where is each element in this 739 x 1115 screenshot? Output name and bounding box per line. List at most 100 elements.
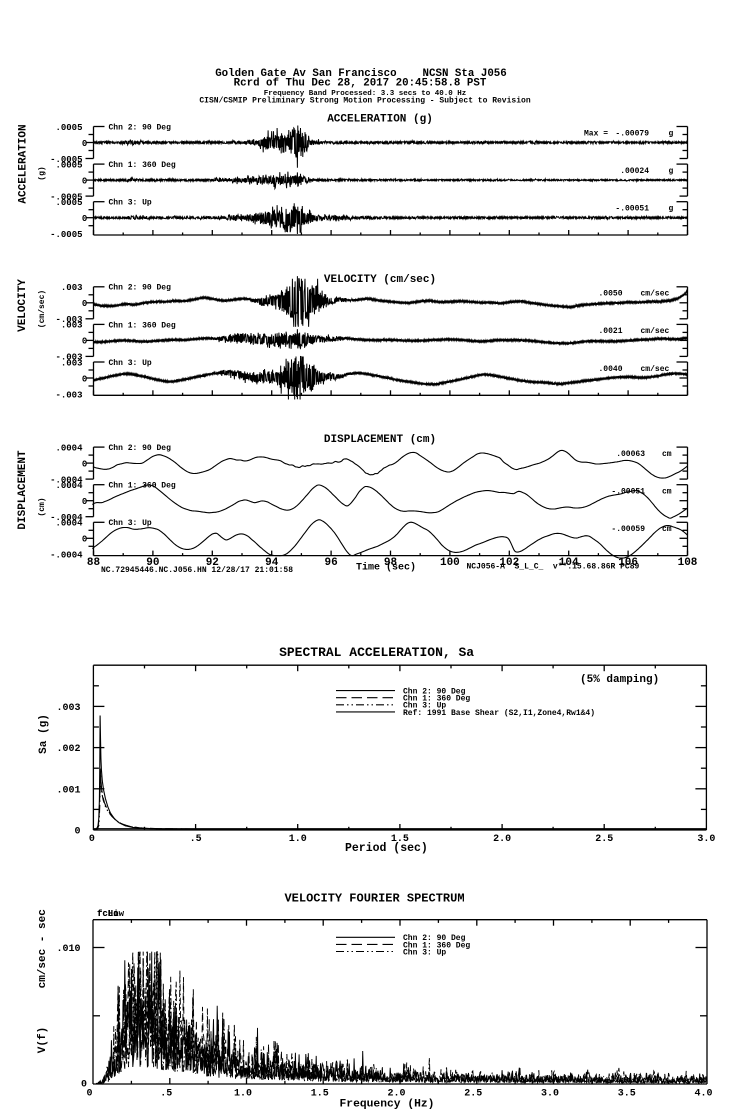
svg-text:.003: .003 xyxy=(61,283,83,293)
svg-text:0: 0 xyxy=(89,834,95,845)
svg-text:.5: .5 xyxy=(160,1088,172,1099)
svg-text:.0004: .0004 xyxy=(55,481,83,491)
svg-text:3.5: 3.5 xyxy=(618,1088,636,1099)
svg-text:NC.72945446.NC.J056.HN 12/28/1: NC.72945446.NC.J056.HN 12/28/17 21:01:58 xyxy=(101,566,293,575)
svg-text:-.0005: -.0005 xyxy=(50,230,82,240)
svg-text:3.0: 3.0 xyxy=(697,834,715,845)
svg-text:2.0: 2.0 xyxy=(493,834,511,845)
svg-text:3.0: 3.0 xyxy=(541,1088,559,1099)
svg-text:108: 108 xyxy=(678,557,698,569)
svg-text:Chn 1: 360 Deg: Chn 1: 360 Deg xyxy=(109,161,176,170)
svg-text:.010: .010 xyxy=(56,944,80,955)
svg-text:g: g xyxy=(669,205,674,214)
svg-text:DISPLACEMENT: DISPLACEMENT xyxy=(17,450,29,530)
svg-text:92: 92 xyxy=(206,557,219,569)
svg-text:(g): (g) xyxy=(38,166,47,180)
svg-text:Chn 2: 90 Deg: Chn 2: 90 Deg xyxy=(403,934,466,943)
svg-text:-.00051: -.00051 xyxy=(615,205,649,214)
svg-text:0: 0 xyxy=(82,337,87,347)
svg-text:.0040: .0040 xyxy=(598,365,622,374)
svg-text:.00024: .00024 xyxy=(620,167,649,176)
svg-text:(cm): (cm) xyxy=(38,497,47,516)
svg-text:NCJ056-A S_L_C_ v**.15.68.86: NCJ056-A S_L_C_ v**.15.68.86R PC89 xyxy=(467,563,640,572)
svg-text:Period (sec): Period (sec) xyxy=(345,842,428,855)
svg-text:-.00079: -.00079 xyxy=(615,129,649,138)
svg-text:0: 0 xyxy=(82,497,87,507)
svg-text:88: 88 xyxy=(87,557,101,569)
svg-text:Chn 3: Up: Chn 3: Up xyxy=(109,199,152,208)
svg-text:Chn 3: Up: Chn 3: Up xyxy=(109,519,152,528)
svg-text:cm: cm xyxy=(662,450,672,459)
svg-text:.0005: .0005 xyxy=(55,198,82,208)
svg-text:96: 96 xyxy=(324,557,337,569)
svg-text:1.0: 1.0 xyxy=(234,1088,252,1099)
svg-text:0: 0 xyxy=(86,1088,92,1099)
svg-text:0: 0 xyxy=(82,139,87,149)
svg-text:Frequency Band Processed: 3.3: Frequency Band Processed: 3.3 secs to 40… xyxy=(264,90,467,98)
svg-text:-.0004: -.0004 xyxy=(50,475,83,485)
svg-text:Chn 3: Up: Chn 3: Up xyxy=(403,948,446,957)
svg-text:(5% damping): (5% damping) xyxy=(580,674,659,686)
svg-text:.00063: .00063 xyxy=(616,450,645,459)
svg-text:fcHi: fcHi xyxy=(97,909,119,919)
svg-text:Frequency (Hz): Frequency (Hz) xyxy=(340,1099,435,1111)
svg-text:0: 0 xyxy=(82,299,87,309)
svg-text:-.003: -.003 xyxy=(55,390,82,400)
svg-text:SPECTRAL ACCELERATION, Sa: SPECTRAL ACCELERATION, Sa xyxy=(279,645,474,660)
svg-text:(cm/sec): (cm/sec) xyxy=(38,290,47,328)
svg-text:0: 0 xyxy=(74,827,80,838)
svg-text:g: g xyxy=(669,129,674,138)
svg-text:Chn 2: 90 Deg: Chn 2: 90 Deg xyxy=(403,688,466,697)
svg-text:Chn 1: 360 Deg: Chn 1: 360 Deg xyxy=(403,941,470,950)
svg-text:2.5: 2.5 xyxy=(464,1088,482,1099)
svg-text:90: 90 xyxy=(146,557,159,569)
svg-text:.0004: .0004 xyxy=(55,519,83,529)
svg-text:-.00059: -.00059 xyxy=(611,525,645,534)
svg-text:cm/sec - sec: cm/sec - sec xyxy=(37,909,49,988)
svg-text:.0050: .0050 xyxy=(598,290,622,299)
svg-text:104: 104 xyxy=(559,557,579,569)
svg-text:1.5: 1.5 xyxy=(391,834,409,845)
svg-text:106: 106 xyxy=(618,557,638,569)
svg-text:.5: .5 xyxy=(190,834,202,845)
svg-text:2.5: 2.5 xyxy=(595,834,613,845)
svg-text:1.5: 1.5 xyxy=(311,1088,329,1099)
svg-text:-.003: -.003 xyxy=(55,353,82,363)
svg-text:4.0: 4.0 xyxy=(694,1088,712,1099)
svg-text:.002: .002 xyxy=(56,744,80,755)
svg-text:0: 0 xyxy=(82,459,87,469)
svg-text:fcLow: fcLow xyxy=(97,909,125,919)
svg-text:100: 100 xyxy=(440,557,460,569)
svg-text:98: 98 xyxy=(384,557,398,569)
svg-text:cm/sec: cm/sec xyxy=(641,327,670,336)
svg-text:cm: cm xyxy=(662,525,672,534)
svg-text:Rcrd of Thu Dec 28, 2017 20:45: Rcrd of Thu Dec 28, 2017 20:45:58.8 PST xyxy=(234,78,487,90)
svg-text:VELOCITY: VELOCITY xyxy=(17,279,29,332)
svg-text:.003: .003 xyxy=(56,703,80,714)
svg-text:cm: cm xyxy=(662,488,672,497)
svg-text:.003: .003 xyxy=(61,358,83,368)
svg-text:.0005: .0005 xyxy=(55,123,82,133)
svg-text:-.0005: -.0005 xyxy=(50,192,82,202)
svg-text:94: 94 xyxy=(265,557,279,569)
svg-text:-.0004: -.0004 xyxy=(50,513,83,523)
svg-text:VELOCITY (cm/sec): VELOCITY (cm/sec) xyxy=(324,274,436,286)
svg-text:-.0004: -.0004 xyxy=(50,551,83,561)
svg-text:0: 0 xyxy=(82,374,87,384)
svg-text:Ref: 1991 Base Shear (S2,I1,Zo: Ref: 1991 Base Shear (S2,I1,Zone4,Rw1&4) xyxy=(403,709,595,718)
svg-text:ACCELERATION: ACCELERATION xyxy=(18,124,30,203)
svg-text:-.003: -.003 xyxy=(55,315,82,325)
svg-text:0: 0 xyxy=(81,1080,87,1091)
svg-text:Chn 3: Up: Chn 3: Up xyxy=(403,702,446,711)
svg-text:Chn 2: 90 Deg: Chn 2: 90 Deg xyxy=(109,444,172,453)
svg-text:Sa (g): Sa (g) xyxy=(38,714,50,754)
svg-text:cm/sec: cm/sec xyxy=(641,290,670,299)
svg-text:.0005: .0005 xyxy=(55,160,82,170)
svg-text:ACCELERATION (g): ACCELERATION (g) xyxy=(327,114,433,126)
svg-text:.0004: .0004 xyxy=(55,443,83,453)
svg-text:0: 0 xyxy=(82,176,87,186)
svg-text:2.0: 2.0 xyxy=(387,1088,405,1099)
svg-text:VELOCITY FOURIER SPECTRUM: VELOCITY FOURIER SPECTRUM xyxy=(284,891,464,905)
svg-text:Chn 1: 360 Deg: Chn 1: 360 Deg xyxy=(109,321,176,330)
svg-text:102: 102 xyxy=(499,557,519,569)
